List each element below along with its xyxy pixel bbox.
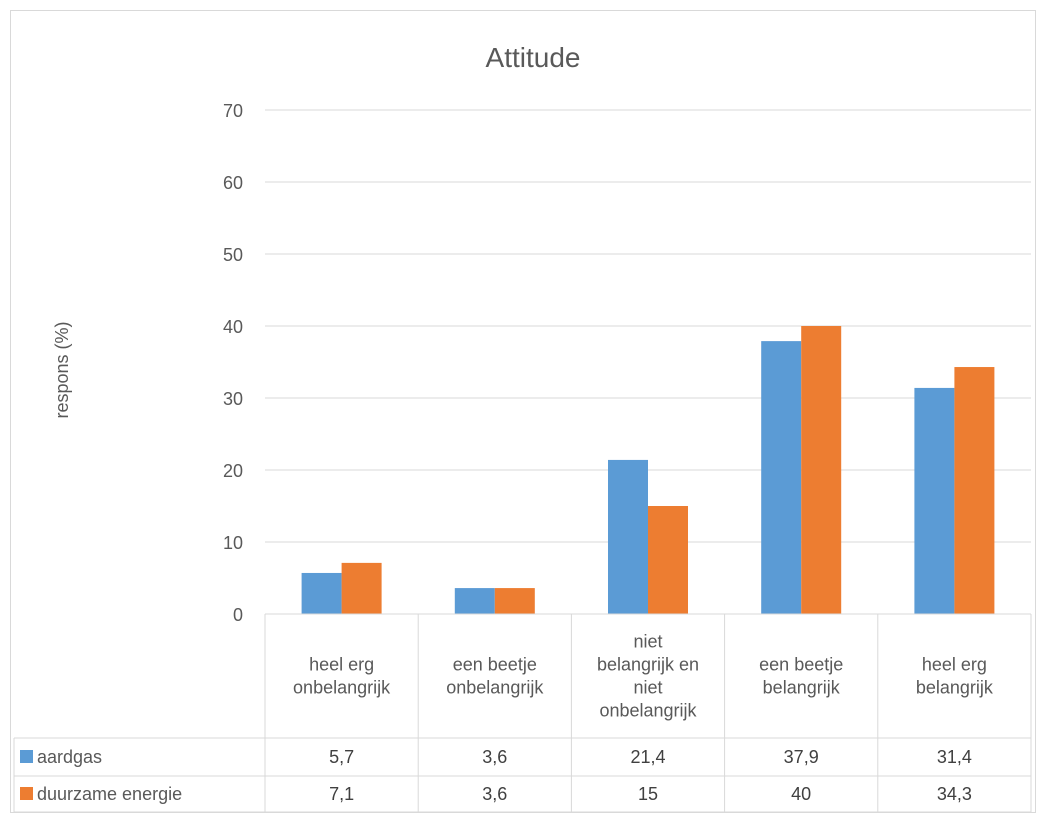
category-label: een beetje: [759, 655, 843, 675]
y-tick-label: 10: [223, 533, 243, 553]
category-label: onbelangrijk: [293, 678, 391, 698]
legend-label: aardgas: [37, 747, 102, 767]
chart-border: [10, 10, 1036, 813]
y-tick-label: 70: [223, 101, 243, 121]
category-label: heel erg: [309, 655, 374, 675]
data-table-value: 40: [791, 784, 811, 804]
bars: [301, 326, 995, 614]
bar-aardgas: [914, 387, 955, 614]
data-table-value: 37,9: [784, 747, 819, 767]
category-label: belangrijk en: [597, 655, 699, 675]
category-label: belangrijk: [916, 678, 994, 698]
data-table-value: 5,7: [329, 747, 354, 767]
bar-duurzame-energie: [648, 506, 688, 614]
legend-label: duurzame energie: [37, 784, 182, 804]
data-table-value: 31,4: [937, 747, 972, 767]
gridlines: [265, 109, 1031, 543]
bar-aardgas: [301, 572, 342, 614]
y-tick-label: 20: [223, 461, 243, 481]
bar-aardgas: [608, 459, 648, 614]
y-tick-label: 40: [223, 317, 243, 337]
data-table-value: 34,3: [937, 784, 972, 804]
data-table-value: 3,6: [482, 747, 507, 767]
bar-duurzame-energie: [801, 326, 842, 614]
category-label: niet: [633, 632, 662, 652]
category-label: onbelangrijk: [599, 701, 697, 721]
bar-duurzame-energie: [954, 367, 995, 614]
y-axis-label: respons (%): [52, 321, 72, 418]
data-table: heel erg onbelangrijk een beetje onbelangri…: [13, 613, 1032, 813]
category-label: belangrijk: [763, 678, 841, 698]
data-table-value: 15: [638, 784, 658, 804]
category-label: niet: [633, 678, 662, 698]
y-tick-label: 0: [233, 605, 243, 625]
y-tick-label: 30: [223, 389, 243, 409]
y-tick-label: 50: [223, 245, 243, 265]
legend-key: [20, 787, 33, 800]
bar-aardgas: [761, 341, 802, 614]
y-axis-ticks: 0 10 20 30 40 50 60 70: [223, 101, 243, 625]
chart-title: Attitude: [486, 42, 581, 73]
data-table-value: 3,6: [482, 784, 507, 804]
category-label: een beetje: [453, 655, 537, 675]
bar-duurzame-energie: [494, 588, 535, 614]
bar-duurzame-energie: [341, 562, 382, 614]
data-table-value: 7,1: [329, 784, 354, 804]
y-tick-label: 60: [223, 173, 243, 193]
bar-aardgas: [454, 588, 495, 614]
category-label: heel erg: [922, 655, 987, 675]
legend-key: [20, 750, 33, 763]
data-table-value: 21,4: [630, 747, 665, 767]
category-label: onbelangrijk: [446, 678, 544, 698]
